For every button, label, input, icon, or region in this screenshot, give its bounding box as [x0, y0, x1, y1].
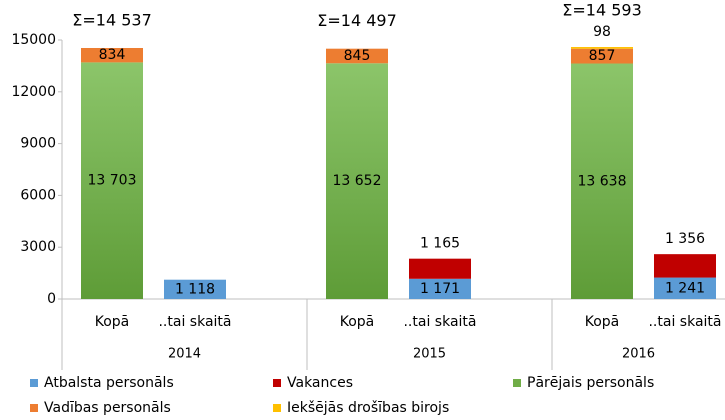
bar-segment [81, 47, 143, 63]
y-tick-label: 6000 [20, 187, 56, 203]
data-label: 1 171 [420, 281, 460, 297]
legend-label: Iekšējās drošības birojs [287, 400, 449, 416]
data-label: 13 638 [578, 173, 627, 189]
legend-label: Atbalsta personāls [44, 375, 174, 391]
bar-segment [571, 47, 633, 49]
bar-segment [409, 258, 471, 279]
group-label: 2014 [168, 347, 201, 362]
legend-label: Pārējais personāls [527, 375, 654, 391]
data-label: 1 356 [665, 231, 705, 247]
total-annotation: Σ=14 497 [317, 11, 397, 30]
legend-swatch [30, 404, 38, 412]
data-label: 834 [99, 47, 126, 63]
bar-segment [81, 62, 143, 299]
total-annotation: Σ=14 593 [562, 1, 642, 20]
legend-swatch [30, 379, 38, 387]
data-label: 1 165 [420, 236, 460, 252]
x-tick-label: ..tai skaitā [158, 314, 231, 330]
data-label: 1 241 [665, 280, 705, 296]
data-label: 857 [589, 48, 616, 64]
x-tick-label: Kopā [95, 314, 130, 330]
x-tick-label: ..tai skaitā [403, 314, 476, 330]
data-label: 845 [344, 48, 371, 64]
x-tick-label: Kopā [585, 314, 620, 330]
bar-segment [571, 48, 633, 64]
bar-segment [409, 278, 471, 299]
x-tick-label: Kopā [340, 314, 375, 330]
y-tick-label: 0 [47, 291, 56, 307]
y-tick-label: 3000 [20, 239, 56, 255]
y-tick-label: 12000 [11, 84, 56, 100]
bar-segment [654, 277, 716, 299]
group-label: 2015 [413, 347, 446, 362]
y-tick-label: 15000 [11, 32, 56, 48]
data-label: 13 703 [88, 173, 137, 189]
bar-segment [326, 48, 388, 64]
x-tick-label: ..tai skaitā [648, 314, 721, 330]
group-label: 2016 [622, 347, 655, 362]
legend-swatch [513, 379, 521, 387]
bar-segment [326, 63, 388, 299]
y-tick-label: 9000 [20, 136, 56, 152]
bar-segment [571, 63, 633, 300]
legend-swatch [273, 404, 281, 412]
data-label: 13 652 [333, 173, 382, 189]
bar-segment [164, 279, 226, 299]
data-label: 98 [593, 24, 611, 40]
legend-label: Vakances [287, 375, 353, 391]
legend-swatch [273, 379, 281, 387]
bar-segment [654, 254, 716, 278]
total-annotation: Σ=14 537 [72, 10, 152, 29]
data-label: 1 118 [175, 281, 215, 297]
legend-label: Vadības personāls [44, 400, 171, 416]
